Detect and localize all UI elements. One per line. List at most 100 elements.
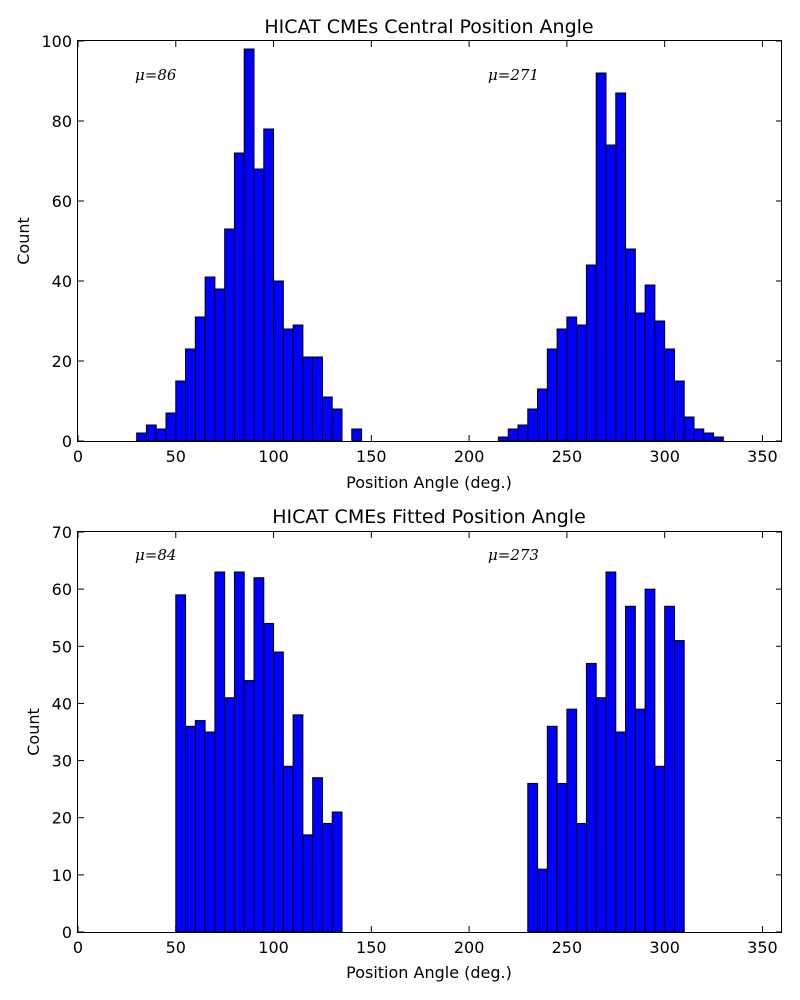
histogram-bar bbox=[321, 822, 333, 933]
histogram-bar bbox=[145, 424, 157, 442]
histogram-bar bbox=[703, 432, 715, 442]
histogram-bar bbox=[155, 428, 167, 442]
histogram-bar bbox=[292, 324, 304, 442]
histogram-bar bbox=[282, 765, 294, 933]
histogram-bar bbox=[693, 428, 705, 442]
histogram-bar bbox=[233, 571, 245, 933]
histogram-bar bbox=[615, 92, 627, 442]
x-tick-label: 200 bbox=[454, 447, 485, 466]
x-tick-label: 100 bbox=[258, 447, 289, 466]
histogram-bar bbox=[644, 588, 656, 933]
chart-title: HICAT CMEs Fitted Position Angle bbox=[272, 506, 586, 528]
histogram-bar bbox=[566, 708, 578, 933]
histogram-bar bbox=[224, 228, 235, 442]
x-tick-label: 100 bbox=[258, 938, 289, 957]
y-tick-label: 70 bbox=[52, 523, 72, 542]
histogram-bar bbox=[312, 356, 323, 442]
histogram-bar bbox=[204, 731, 216, 933]
bars-central bbox=[136, 48, 724, 442]
x-tick-label: 150 bbox=[356, 938, 387, 957]
histogram-bar bbox=[194, 316, 206, 442]
histogram-bar bbox=[321, 396, 333, 442]
histogram-bar bbox=[615, 731, 627, 933]
histogram-bar bbox=[664, 348, 675, 442]
y-tick-label: 0 bbox=[62, 923, 72, 942]
y-tick-label: 80 bbox=[52, 112, 72, 131]
histogram-bar bbox=[673, 380, 685, 442]
x-tick-label: 250 bbox=[552, 938, 583, 957]
histogram-bar bbox=[605, 571, 617, 933]
histogram-bar bbox=[713, 436, 724, 442]
histogram-bar bbox=[644, 284, 656, 442]
plot-frame bbox=[77, 40, 782, 442]
histogram-bar bbox=[331, 408, 343, 442]
y-tick-label: 40 bbox=[52, 694, 72, 713]
central-pa-histogram: HICAT CMEs Central Position Angle 0 50 100… bbox=[14, 16, 782, 492]
histogram-bar bbox=[331, 811, 343, 933]
histogram-bar bbox=[214, 288, 226, 442]
histogram-bar bbox=[292, 714, 304, 933]
histogram-bar bbox=[585, 662, 597, 933]
ticks-fitted: 0 50 100 150 200 250 300 350 0 10 20 30 40 50 60 70 bbox=[52, 523, 782, 957]
histogram-bar bbox=[507, 428, 519, 442]
y-tick-label: 10 bbox=[52, 866, 72, 885]
histogram-bar bbox=[527, 782, 539, 933]
x-tick-label: 200 bbox=[454, 938, 485, 957]
y-tick-label: 60 bbox=[52, 580, 72, 599]
x-tick-label: 350 bbox=[747, 447, 778, 466]
histogram-bar bbox=[595, 72, 607, 442]
fitted-pa-histogram: HICAT CMEs Fitted Position Angle 0 50 100 1… bbox=[24, 506, 782, 982]
histogram-bar bbox=[302, 834, 314, 933]
histogram-bar bbox=[527, 408, 539, 442]
histogram-bar bbox=[537, 388, 548, 442]
histogram-bar bbox=[214, 571, 226, 933]
histogram-bar bbox=[253, 577, 265, 933]
histogram-bar bbox=[233, 152, 245, 442]
histogram-bar bbox=[263, 622, 275, 933]
histogram-bar bbox=[654, 765, 666, 933]
histogram-bar bbox=[595, 697, 607, 933]
histogram-bar bbox=[253, 168, 265, 442]
x-tick-label: 300 bbox=[649, 938, 680, 957]
x-tick-label: 350 bbox=[747, 938, 778, 957]
histogram-bar bbox=[605, 144, 617, 442]
histogram-bar bbox=[546, 348, 558, 442]
histogram-bar bbox=[556, 782, 568, 933]
histogram-bar bbox=[136, 432, 147, 442]
histogram-bar bbox=[566, 316, 578, 442]
histogram-bar bbox=[185, 725, 196, 933]
y-tick-label: 20 bbox=[52, 809, 72, 828]
ticks-central: 0 50 100 150 200 250 300 350 0 20 40 60 80 100 bbox=[41, 32, 782, 466]
y-tick-label: 100 bbox=[41, 32, 72, 51]
histogram-bar bbox=[576, 324, 587, 442]
histogram-bar bbox=[537, 868, 548, 933]
x-tick-label: 50 bbox=[166, 447, 186, 466]
x-tick-label: 50 bbox=[166, 938, 186, 957]
plot-frame bbox=[77, 531, 782, 933]
x-axis-label: Position Angle (deg.) bbox=[346, 963, 512, 982]
histogram-bar bbox=[194, 720, 206, 933]
histogram-bar bbox=[625, 248, 636, 442]
mean-annotation-right: μ=271 bbox=[488, 66, 539, 84]
x-tick-label: 0 bbox=[73, 938, 83, 957]
histogram-bar bbox=[312, 777, 323, 933]
histogram-bar bbox=[302, 356, 314, 442]
chart-title: HICAT CMEs Central Position Angle bbox=[264, 16, 593, 38]
histogram-bar bbox=[263, 128, 275, 442]
histogram-bar bbox=[546, 725, 558, 933]
y-tick-label: 50 bbox=[52, 637, 72, 656]
x-tick-label: 150 bbox=[356, 447, 387, 466]
histogram-bar bbox=[273, 651, 284, 933]
y-tick-label: 0 bbox=[62, 432, 72, 451]
histogram-bar bbox=[517, 424, 529, 442]
y-tick-label: 20 bbox=[52, 352, 72, 371]
histogram-bar bbox=[282, 328, 294, 442]
x-tick-label: 300 bbox=[649, 447, 680, 466]
histogram-bar bbox=[497, 436, 509, 442]
histogram-bar bbox=[204, 276, 216, 442]
mean-annotation-left: μ=86 bbox=[135, 66, 177, 84]
histogram-bar bbox=[634, 312, 646, 442]
histogram-bar bbox=[556, 328, 568, 442]
histogram-bar bbox=[185, 348, 196, 442]
